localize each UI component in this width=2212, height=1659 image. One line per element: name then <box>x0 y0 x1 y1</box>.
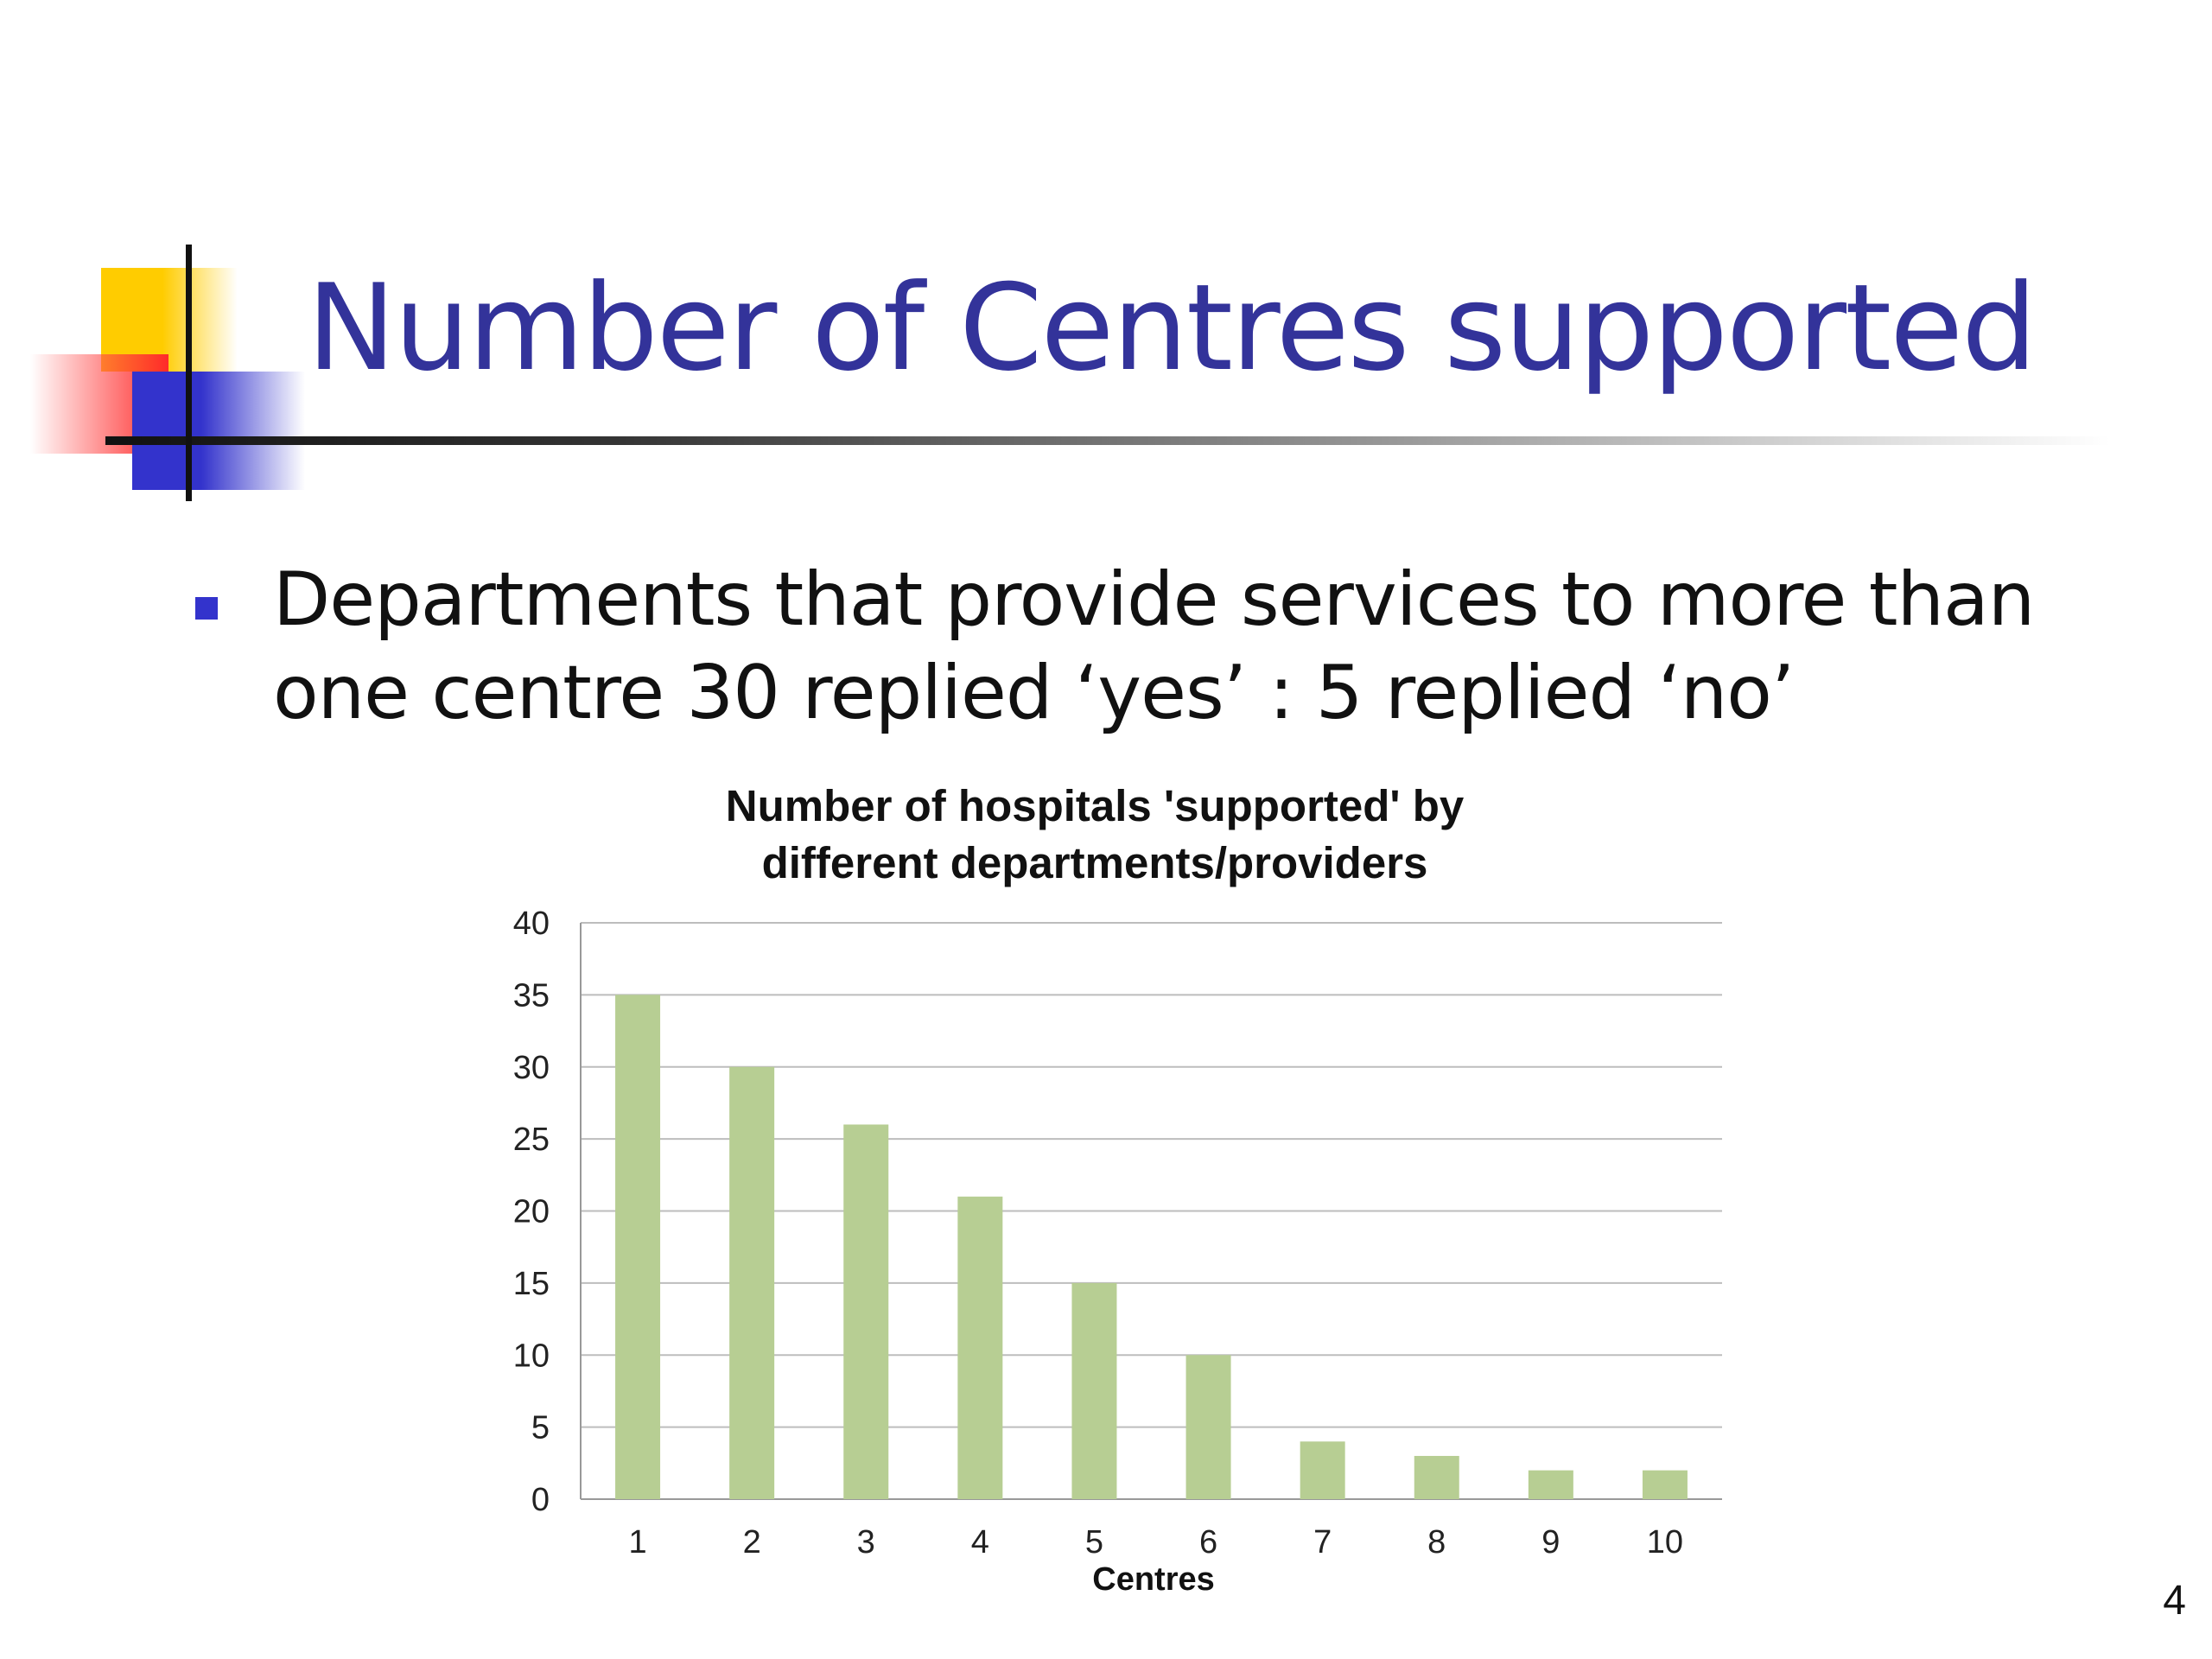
y-tick-label: 5 <box>531 1410 550 1446</box>
bar-centre-1 <box>615 995 661 1499</box>
chart-bars <box>615 995 1688 1499</box>
x-tick-label: 8 <box>1427 1524 1446 1560</box>
x-tick-label: 2 <box>743 1524 761 1560</box>
y-tick-label: 10 <box>513 1338 550 1374</box>
x-tick-label: 7 <box>1313 1524 1332 1560</box>
bar-centre-10 <box>1642 1470 1688 1499</box>
x-tick-label: 1 <box>628 1524 646 1560</box>
page-number: 4 <box>2163 1578 2186 1624</box>
title-underline <box>105 436 2110 445</box>
x-tick-label: 5 <box>1085 1524 1103 1560</box>
bar-centre-8 <box>1414 1455 1459 1499</box>
chart-x-tick-labels: 1 2 3 4 5 6 7 8 9 10 <box>628 1524 1683 1560</box>
bar-centre-3 <box>843 1124 889 1499</box>
bar-centre-4 <box>957 1196 1003 1499</box>
bar-centre-7 <box>1300 1441 1345 1499</box>
bullet-text: Departments that provide services to mor… <box>273 556 2035 736</box>
x-tick-label: 3 <box>857 1524 875 1560</box>
y-tick-label: 35 <box>513 977 550 1014</box>
chart-y-tick-labels: 0 5 10 15 20 25 30 35 40 <box>513 906 550 1518</box>
y-tick-label: 0 <box>531 1482 550 1518</box>
bar-centre-5 <box>1071 1282 1117 1499</box>
x-axis-label: Centres <box>1092 1561 1215 1598</box>
title-decoration-vertical-line <box>186 245 192 501</box>
chart-title-line-2: different departments/providers <box>762 838 1428 887</box>
title-decoration-blue <box>132 372 305 490</box>
y-tick-label: 30 <box>513 1050 550 1086</box>
x-tick-label: 10 <box>1647 1524 1683 1560</box>
bullet-marker <box>195 597 218 620</box>
bar-centre-9 <box>1528 1470 1573 1499</box>
y-tick-label: 20 <box>513 1194 550 1230</box>
x-tick-label: 9 <box>1541 1524 1560 1560</box>
y-tick-label: 40 <box>513 906 550 942</box>
x-tick-label: 6 <box>1199 1524 1217 1560</box>
y-tick-label: 25 <box>513 1122 550 1158</box>
x-tick-label: 4 <box>971 1524 989 1560</box>
chart-title-line-1: Number of hospitals 'supported' by <box>726 781 1465 830</box>
bar-centre-6 <box>1185 1355 1231 1499</box>
slide-title: Number of Centres supported <box>307 258 2037 397</box>
bar-centre-2 <box>729 1066 775 1499</box>
y-tick-label: 15 <box>513 1266 550 1302</box>
